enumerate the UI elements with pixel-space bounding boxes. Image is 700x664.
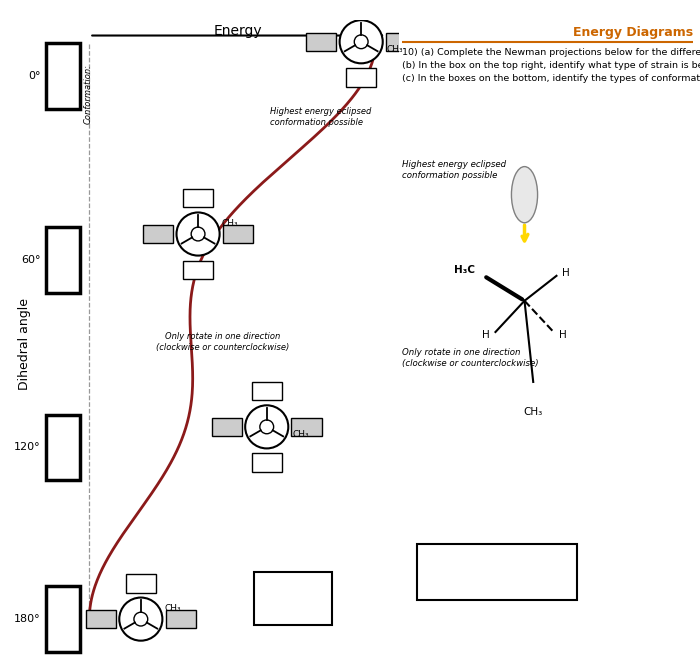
Text: CH₃: CH₃ xyxy=(524,407,542,417)
Bar xyxy=(183,260,214,279)
Ellipse shape xyxy=(119,598,162,641)
Bar xyxy=(417,544,577,600)
Text: Conformation:: Conformation: xyxy=(83,64,92,124)
Bar xyxy=(46,586,80,652)
Ellipse shape xyxy=(354,35,368,48)
Bar xyxy=(346,0,377,15)
Bar xyxy=(126,574,156,592)
Ellipse shape xyxy=(191,227,205,241)
Text: CH₃: CH₃ xyxy=(222,218,239,228)
Bar xyxy=(291,418,321,436)
Text: CH₃: CH₃ xyxy=(386,44,403,54)
Ellipse shape xyxy=(245,405,288,448)
Text: H: H xyxy=(482,330,490,340)
Ellipse shape xyxy=(176,212,220,256)
Text: Dihedral angle: Dihedral angle xyxy=(18,299,31,390)
Text: H₃C: H₃C xyxy=(454,264,475,275)
Text: 60°: 60° xyxy=(21,255,41,265)
Text: Only rotate in one direction
(clockwise or counterclockwise): Only rotate in one direction (clockwise … xyxy=(402,348,539,368)
Text: 180°: 180° xyxy=(14,614,41,624)
Ellipse shape xyxy=(340,20,383,63)
Bar xyxy=(46,43,80,109)
Text: CH₃: CH₃ xyxy=(164,604,181,613)
Text: Energy: Energy xyxy=(214,25,262,39)
Text: strain: strain xyxy=(481,580,513,590)
Bar xyxy=(254,572,332,625)
Text: Highest energy eclipsed
conformation possible: Highest energy eclipsed conformation pos… xyxy=(270,108,371,127)
Bar xyxy=(126,645,156,664)
Bar xyxy=(386,33,416,51)
Bar xyxy=(144,225,174,243)
Bar xyxy=(46,415,80,480)
Ellipse shape xyxy=(260,420,274,434)
Bar xyxy=(165,610,196,628)
Text: strain: strain xyxy=(279,606,308,616)
Bar xyxy=(346,68,377,86)
Circle shape xyxy=(512,167,538,222)
Text: H: H xyxy=(559,330,567,340)
Text: Only rotate in one direction
(clockwise or counterclockwise): Only rotate in one direction (clockwise … xyxy=(156,332,289,352)
Ellipse shape xyxy=(134,612,148,626)
Bar xyxy=(307,33,337,51)
Bar xyxy=(86,610,116,628)
Text: H: H xyxy=(562,268,570,278)
Bar xyxy=(223,225,253,243)
Text: CH₃: CH₃ xyxy=(292,430,309,439)
Bar xyxy=(212,418,242,436)
Text: 10) (a) Complete the Newman projections below for the different conformations of: 10) (a) Complete the Newman projections … xyxy=(402,48,700,83)
Bar xyxy=(251,454,282,471)
Text: 0°: 0° xyxy=(28,71,41,81)
Text: Highest energy eclipsed
conformation possible: Highest energy eclipsed conformation pos… xyxy=(402,160,507,181)
Text: Energy Diagrams: Energy Diagrams xyxy=(573,26,693,39)
Bar xyxy=(251,382,282,400)
Text: 120°: 120° xyxy=(14,442,41,452)
Bar xyxy=(46,228,80,293)
Bar xyxy=(183,189,214,207)
